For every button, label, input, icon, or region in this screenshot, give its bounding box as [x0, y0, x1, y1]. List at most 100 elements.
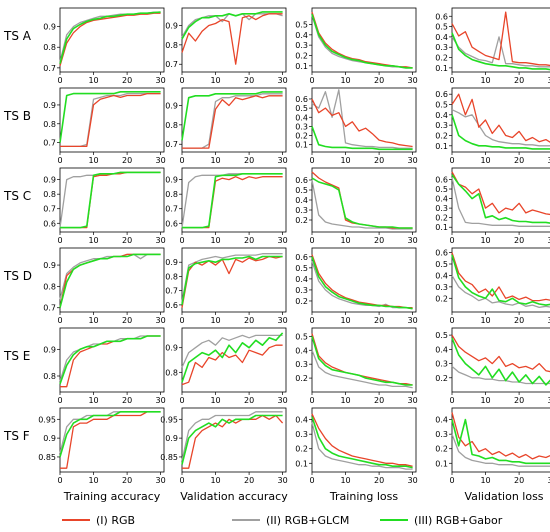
- panel-r0-c0: 0.7 0.8 0.9 0 10 20 30: [43, 7, 166, 85]
- y-tick-label: 0.8: [165, 121, 178, 130]
- legend-label-0: (I) RGB: [96, 514, 135, 527]
- x-tick-label: 10: [210, 316, 220, 325]
- x-tick-label: 30: [548, 476, 550, 485]
- series-line-rgb: [311, 254, 413, 309]
- x-tick-label: 0: [309, 396, 314, 405]
- y-tick-label: 0.6: [165, 219, 178, 228]
- series-line-rgb-glcm: [181, 334, 283, 368]
- series-line-rgb-gabor: [451, 418, 550, 465]
- y-tick-label: 0.6: [435, 90, 448, 99]
- y-tick-label: 0.9: [43, 261, 56, 270]
- x-tick-label: 20: [244, 76, 254, 85]
- axes-frame: [451, 167, 550, 233]
- x-tick-label: 10: [88, 76, 98, 85]
- column-title-1: Validation accuracy: [180, 490, 288, 503]
- series-line-rgb-gabor: [59, 11, 161, 64]
- x-tick-label: 10: [480, 476, 490, 485]
- x-tick-label: 20: [244, 316, 254, 325]
- y-tick-label: 0.2: [435, 294, 448, 303]
- x-tick-label: 20: [244, 236, 254, 245]
- axes-frame: [311, 87, 417, 153]
- x-tick-label: 10: [88, 236, 98, 245]
- series-line-rgb: [181, 13, 283, 65]
- y-tick-label: 0.3: [435, 204, 448, 213]
- legend-label-1: (II) RGB+GLCM: [266, 514, 349, 527]
- axes-frame: [311, 247, 417, 313]
- y-tick-label: 0.4: [295, 346, 308, 355]
- y-tick-label: 0.4: [295, 113, 308, 122]
- x-tick-label: 20: [244, 396, 254, 405]
- x-tick-label: 20: [244, 476, 254, 485]
- x-tick-label: 30: [278, 76, 288, 85]
- x-tick-label: 20: [244, 156, 254, 165]
- x-tick-label: 20: [122, 396, 132, 405]
- y-tick-label: 0.1: [435, 142, 448, 151]
- y-tick-label: 0.3: [295, 360, 308, 369]
- x-tick-label: 20: [374, 236, 384, 245]
- x-tick-label: 20: [514, 316, 524, 325]
- x-tick-label: 20: [514, 396, 524, 405]
- row-label-2: TS C: [3, 189, 31, 203]
- x-tick-label: 20: [374, 76, 384, 85]
- y-tick-label: 0.9: [165, 176, 178, 185]
- series-line-rgb-glcm: [451, 36, 550, 68]
- x-tick-label: 0: [179, 396, 184, 405]
- panel-r0-c1: 0.7 0.8 0.9 0 10 20 30: [165, 7, 288, 85]
- axes-frame: [181, 7, 287, 73]
- x-tick-label: 0: [449, 316, 454, 325]
- y-tick-label: 0.4: [435, 111, 448, 120]
- x-tick-label: 30: [408, 476, 418, 485]
- series-line-rgb-gabor: [311, 336, 413, 386]
- row-label-0: TS A: [3, 29, 32, 43]
- series-line-rgb-gabor: [451, 32, 550, 71]
- x-tick-label: 10: [210, 76, 220, 85]
- y-tick-label: 0.6: [295, 253, 308, 262]
- x-tick-label: 10: [340, 76, 350, 85]
- y-tick-label: 0.2: [295, 297, 308, 306]
- panel-r2-c0: 0.6 0.7 0.8 0.9 0 10 20 30: [43, 167, 166, 245]
- x-tick-label: 10: [88, 396, 98, 405]
- axes-frame: [59, 327, 165, 393]
- x-tick-label: 30: [408, 316, 418, 325]
- series-line-rgb: [60, 411, 161, 469]
- panel-r5-c1: 0.85 0.9 0.95 0 10 20 30: [160, 407, 288, 485]
- y-tick-label: 0.4: [435, 271, 448, 280]
- x-tick-label: 0: [57, 316, 62, 325]
- y-tick-label: 0.7: [43, 205, 56, 214]
- series-line-rgb-glcm: [451, 275, 550, 309]
- y-tick-label: 0.3: [435, 283, 448, 292]
- x-tick-label: 10: [480, 76, 490, 85]
- x-tick-label: 0: [449, 76, 454, 85]
- column-title-2: Training loss: [329, 490, 398, 503]
- axes-frame: [451, 327, 550, 393]
- series-line-rgb-glcm: [311, 89, 413, 149]
- axes-frame: [181, 407, 287, 473]
- y-tick-label: 0.9: [43, 434, 56, 443]
- y-tick-label: 0.5: [295, 264, 308, 273]
- row-label-1: TS B: [3, 109, 31, 123]
- y-tick-label: 0.2: [435, 445, 448, 454]
- y-tick-label: 0.5: [435, 331, 448, 340]
- x-tick-label: 30: [278, 476, 288, 485]
- series-line-rgb: [60, 171, 161, 229]
- x-tick-label: 20: [122, 76, 132, 85]
- series-line-rgb-glcm: [311, 422, 413, 470]
- x-tick-label: 0: [449, 396, 454, 405]
- y-tick-label: 0.3: [435, 360, 448, 369]
- legend: (I) RGB (II) RGB+GLCM (III) RGB+Gabor: [62, 514, 503, 527]
- x-tick-label: 30: [548, 316, 550, 325]
- x-tick-label: 30: [278, 156, 288, 165]
- axes-frame: [181, 167, 287, 233]
- y-tick-label: 0.4: [295, 416, 308, 425]
- y-tick-label: 0.7: [165, 60, 178, 69]
- y-tick-label: 0.8: [43, 190, 56, 199]
- panel-r1-c3: 0.1 0.20.30.40.5 0.6 0 10 20 30: [435, 87, 550, 165]
- y-tick-label: 0.9: [165, 258, 178, 267]
- y-tick-label: 0.95: [160, 415, 178, 424]
- axes-frame: [181, 327, 287, 393]
- x-tick-label: 0: [57, 156, 62, 165]
- x-tick-label: 0: [309, 476, 314, 485]
- series-line-rgb-glcm: [451, 433, 550, 467]
- y-tick-label: 0.9: [43, 345, 56, 354]
